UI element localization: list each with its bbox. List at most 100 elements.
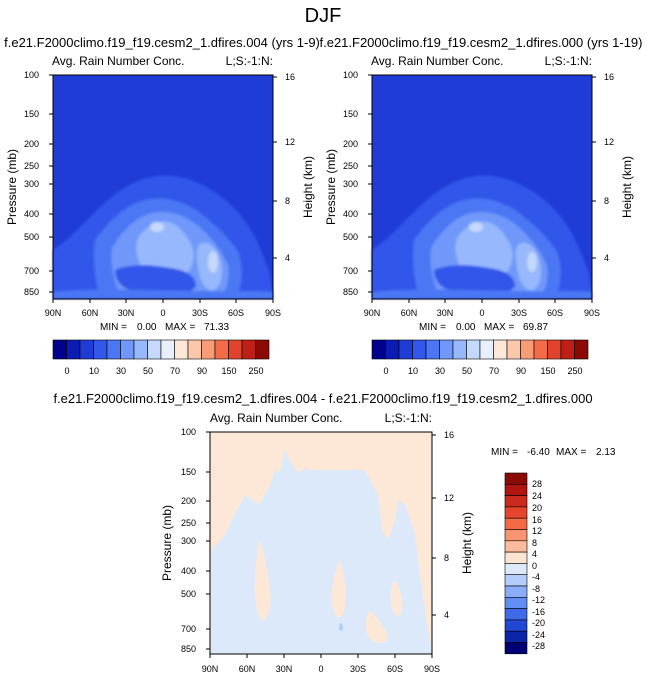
colorbar-swatch	[174, 339, 189, 360]
panel-right-contour-level-6b	[527, 252, 537, 272]
panel-diff-colorbar	[504, 472, 528, 655]
x-tick-label: 30N	[437, 308, 454, 318]
colorbar-swatch	[79, 339, 94, 360]
colorbar-label: -8	[532, 584, 540, 594]
colorbar-swatch	[371, 339, 386, 360]
panel-diff-max-value: 2.13	[596, 447, 616, 458]
colorbar-swatch	[547, 339, 562, 360]
colorbar-label: 90	[516, 366, 526, 376]
panel-diff-ylabel: Pressure (mb)	[160, 505, 174, 581]
y-tick-label: 250	[181, 518, 196, 528]
colorbar-swatch	[504, 506, 528, 519]
panel-diff-positive-patch-4	[365, 610, 388, 644]
panel-right-surface-band	[372, 289, 592, 299]
y-tick-label: 500	[181, 589, 196, 599]
y-tick-label: 250	[343, 161, 358, 171]
colorbar-label: 4	[532, 549, 537, 559]
x-tick-label: 0	[479, 308, 484, 318]
y2-tick-label: 8	[444, 553, 449, 563]
colorbar-label: 20	[532, 503, 542, 513]
panel-diff-colorbar-labels: 28 24 20 16 12 8 4 0 -4 -8 -12 -16 -20 -…	[532, 479, 545, 651]
x-tick-label: 30S	[511, 308, 527, 318]
panel-right-plot	[371, 74, 593, 300]
colorbar-label: 90	[197, 366, 207, 376]
panel-diff-y-ticks: 100 150 200 250 300 400 500 700 850	[181, 427, 210, 654]
colorbar-swatch	[493, 339, 508, 360]
colorbar-swatch	[133, 339, 148, 360]
colorbar-label: 10	[89, 366, 99, 376]
x-tick-label: 60N	[401, 308, 418, 318]
colorbar-label: 0	[383, 366, 388, 376]
colorbar-swatch	[504, 574, 528, 587]
colorbar-swatch	[504, 596, 528, 609]
y-tick-label: 300	[343, 179, 358, 189]
colorbar-label: -4	[532, 572, 540, 582]
colorbar-swatch	[425, 339, 440, 360]
colorbar-label: 30	[116, 366, 126, 376]
panel-left-max-value: 71.33	[204, 322, 229, 333]
x-tick-label: 60S	[387, 664, 403, 674]
colorbar-swatch	[241, 339, 256, 360]
panel-right-top-layer	[372, 75, 592, 145]
y-tick-label: 500	[24, 232, 39, 242]
panel-right-x-ticks: 90N 60N 30N 0 30S 60S 90S	[364, 299, 600, 318]
colorbar-swatch	[504, 619, 528, 632]
x-tick-label: 30S	[350, 664, 366, 674]
colorbar-label: 50	[143, 366, 153, 376]
colorbar-label: 30	[435, 366, 445, 376]
y-tick-label: 300	[24, 179, 39, 189]
colorbar-label: 70	[489, 366, 499, 376]
y2-tick-label: 8	[604, 196, 609, 206]
panel-left-colorbar	[52, 339, 270, 360]
panel-left-y-ticks: 100 150 200 250 300 400 500 700 850	[24, 70, 53, 297]
panel-left-min-value: 0.00	[137, 322, 157, 333]
colorbar-swatch	[504, 608, 528, 621]
panel-right-lowlevel-band	[434, 265, 515, 295]
panel-left-min-label: MIN =	[100, 322, 127, 333]
colorbar-label: 8	[532, 538, 537, 548]
colorbar-swatch	[160, 339, 175, 360]
colorbar-swatch	[479, 339, 494, 360]
y-tick-label: 400	[24, 209, 39, 219]
colorbar-swatch	[187, 339, 202, 360]
panel-right-colorbar-labels: 0 10 30 50 70 90 150 250	[383, 366, 582, 376]
colorbar-swatch	[398, 339, 413, 360]
colorbar-label: 70	[170, 366, 180, 376]
colorbar-swatch	[504, 585, 528, 598]
y-tick-label: 250	[24, 161, 39, 171]
colorbar-label: -20	[532, 618, 545, 628]
panel-diff-variable-label: Avg. Rain Number Conc.	[210, 411, 343, 425]
x-tick-label: 60N	[239, 664, 256, 674]
colorbar-swatch	[560, 339, 575, 360]
x-tick-label: 30N	[276, 664, 293, 674]
panel-right-min-label: MIN =	[419, 322, 446, 333]
x-tick-label: 30S	[192, 308, 208, 318]
y-tick-label: 200	[343, 139, 358, 149]
colorbar-swatch	[504, 495, 528, 508]
x-tick-label: 60N	[82, 308, 99, 318]
y-tick-label: 150	[24, 109, 39, 119]
colorbar-swatch	[52, 339, 67, 360]
colorbar-swatch	[66, 339, 81, 360]
x-tick-label: 90S	[265, 308, 281, 318]
y2-tick-label: 16	[285, 72, 295, 82]
panel-left-max-label: MAX =	[165, 322, 195, 333]
y2-tick-label: 16	[444, 430, 454, 440]
panel-left-contour-level-6b	[208, 251, 218, 273]
panel-right-title: f.e21.F2000climo.f19_f19.cesm2_1.dfires.…	[319, 35, 642, 50]
y2-tick-label: 8	[285, 196, 290, 206]
y-tick-label: 150	[343, 109, 358, 119]
panel-left-top-layer	[53, 75, 273, 145]
panel-right-max-value: 69.87	[523, 322, 548, 333]
panel-right-min-value: 0.00	[456, 322, 476, 333]
colorbar-swatch	[504, 540, 528, 553]
colorbar-label: 150	[540, 366, 555, 376]
colorbar-swatch	[228, 339, 243, 360]
x-tick-label: 90S	[424, 664, 440, 674]
panel-left-plot	[52, 74, 274, 300]
y-tick-label: 150	[181, 467, 196, 477]
figure-title: DJF	[305, 5, 342, 27]
colorbar-label: 250	[567, 366, 582, 376]
colorbar-swatch	[533, 339, 548, 360]
x-tick-label: 60S	[547, 308, 563, 318]
